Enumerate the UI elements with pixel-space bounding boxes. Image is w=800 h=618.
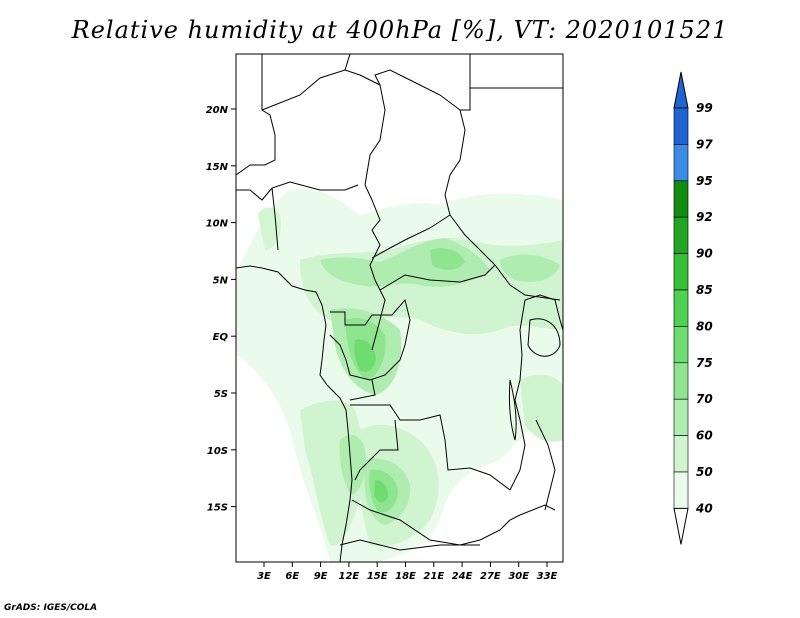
lon-label: 24E <box>452 571 473 582</box>
humidity-shading <box>236 189 563 562</box>
lon-label: 3E <box>257 571 271 582</box>
colorbar-label: 75 <box>696 356 713 370</box>
colorbar-segment <box>673 180 689 218</box>
lon-label: 9E <box>314 571 328 582</box>
colorbar-label: 80 <box>696 319 713 333</box>
border <box>524 294 563 331</box>
longitude-axis: 3E 6E 9E 12E 15E 18E 21E 24E 27E 30E 33E <box>257 562 558 582</box>
map-frame <box>235 53 564 563</box>
colorbar-segment <box>673 289 689 327</box>
map-title: Relative humidity at 400hPa [%], VT: 202… <box>71 16 729 44</box>
humidity-area-60 <box>339 434 366 495</box>
humidity-area-60 <box>500 254 560 282</box>
colorbar-segment <box>673 435 689 473</box>
lat-label: 10S <box>207 446 228 457</box>
lon-label: 33E <box>537 571 558 582</box>
border <box>339 539 480 551</box>
country-boundaries <box>236 54 563 562</box>
border <box>350 404 511 491</box>
lat-label: 15S <box>207 503 228 514</box>
border <box>371 214 451 259</box>
lon-label: 12E <box>339 571 360 582</box>
colorbar-label: 92 <box>696 210 713 224</box>
border <box>236 54 276 176</box>
lake <box>519 504 556 516</box>
latitude-axis: 20N 15N 10N 5N EQ 5S 10S 15S <box>206 105 236 514</box>
lon-label: 6E <box>285 571 299 582</box>
colorbar-label: 70 <box>696 392 713 406</box>
border <box>349 379 376 401</box>
colorbar-label: 85 <box>696 283 713 297</box>
humidity-area-50 <box>520 374 563 442</box>
border <box>329 298 411 381</box>
border <box>535 419 556 511</box>
border <box>364 184 386 351</box>
lake <box>509 379 517 441</box>
lon-label: 15E <box>367 571 388 582</box>
colorbar-segment <box>673 362 689 400</box>
lat-label: 20N <box>206 105 229 116</box>
lon-label: 18E <box>395 571 416 582</box>
lon-label: 27E <box>480 571 501 582</box>
grads-credit: GrADS: IGES/COLA <box>4 603 98 613</box>
colorbar-segment <box>673 107 689 145</box>
lat-label: 10N <box>206 219 229 230</box>
colorbar-segment <box>673 216 689 254</box>
lat-label: 15N <box>206 162 229 173</box>
colorbar: 99 97 95 92 90 85 80 75 70 60 50 40 <box>673 71 713 545</box>
border <box>374 69 466 216</box>
border <box>460 54 471 111</box>
border <box>379 264 496 291</box>
lat-label: EQ <box>213 332 229 343</box>
border <box>344 54 351 71</box>
humidity-area-70 <box>430 248 465 270</box>
lat-label: 5N <box>213 275 229 286</box>
colorbar-label: 50 <box>696 465 713 479</box>
lon-label: 21E <box>423 571 444 582</box>
border <box>236 181 359 201</box>
border <box>354 419 399 481</box>
lake <box>527 318 561 357</box>
colorbar-label: 97 <box>696 137 713 151</box>
colorbar-segment <box>673 471 689 509</box>
colorbar-segment <box>673 398 689 436</box>
colorbar-segment <box>673 326 689 364</box>
humidity-area-75 <box>354 339 376 372</box>
humidity-area-75 <box>374 480 389 503</box>
colorbar-segment <box>673 253 689 291</box>
coastline <box>236 265 353 562</box>
lat-label: 5S <box>214 389 228 400</box>
border <box>271 187 279 251</box>
colorbar-label: 90 <box>696 247 713 261</box>
colorbar-label: 60 <box>696 429 713 443</box>
lon-label: 30E <box>508 571 529 582</box>
colorbar-bottom-arrow <box>673 507 689 545</box>
colorbar-label: 95 <box>696 174 713 188</box>
border <box>261 69 386 186</box>
colorbar-top-arrow <box>673 71 689 109</box>
colorbar-label: 99 <box>696 101 713 115</box>
border <box>509 299 526 491</box>
colorbar-label: 40 <box>695 501 713 515</box>
colorbar-segment <box>673 144 689 182</box>
